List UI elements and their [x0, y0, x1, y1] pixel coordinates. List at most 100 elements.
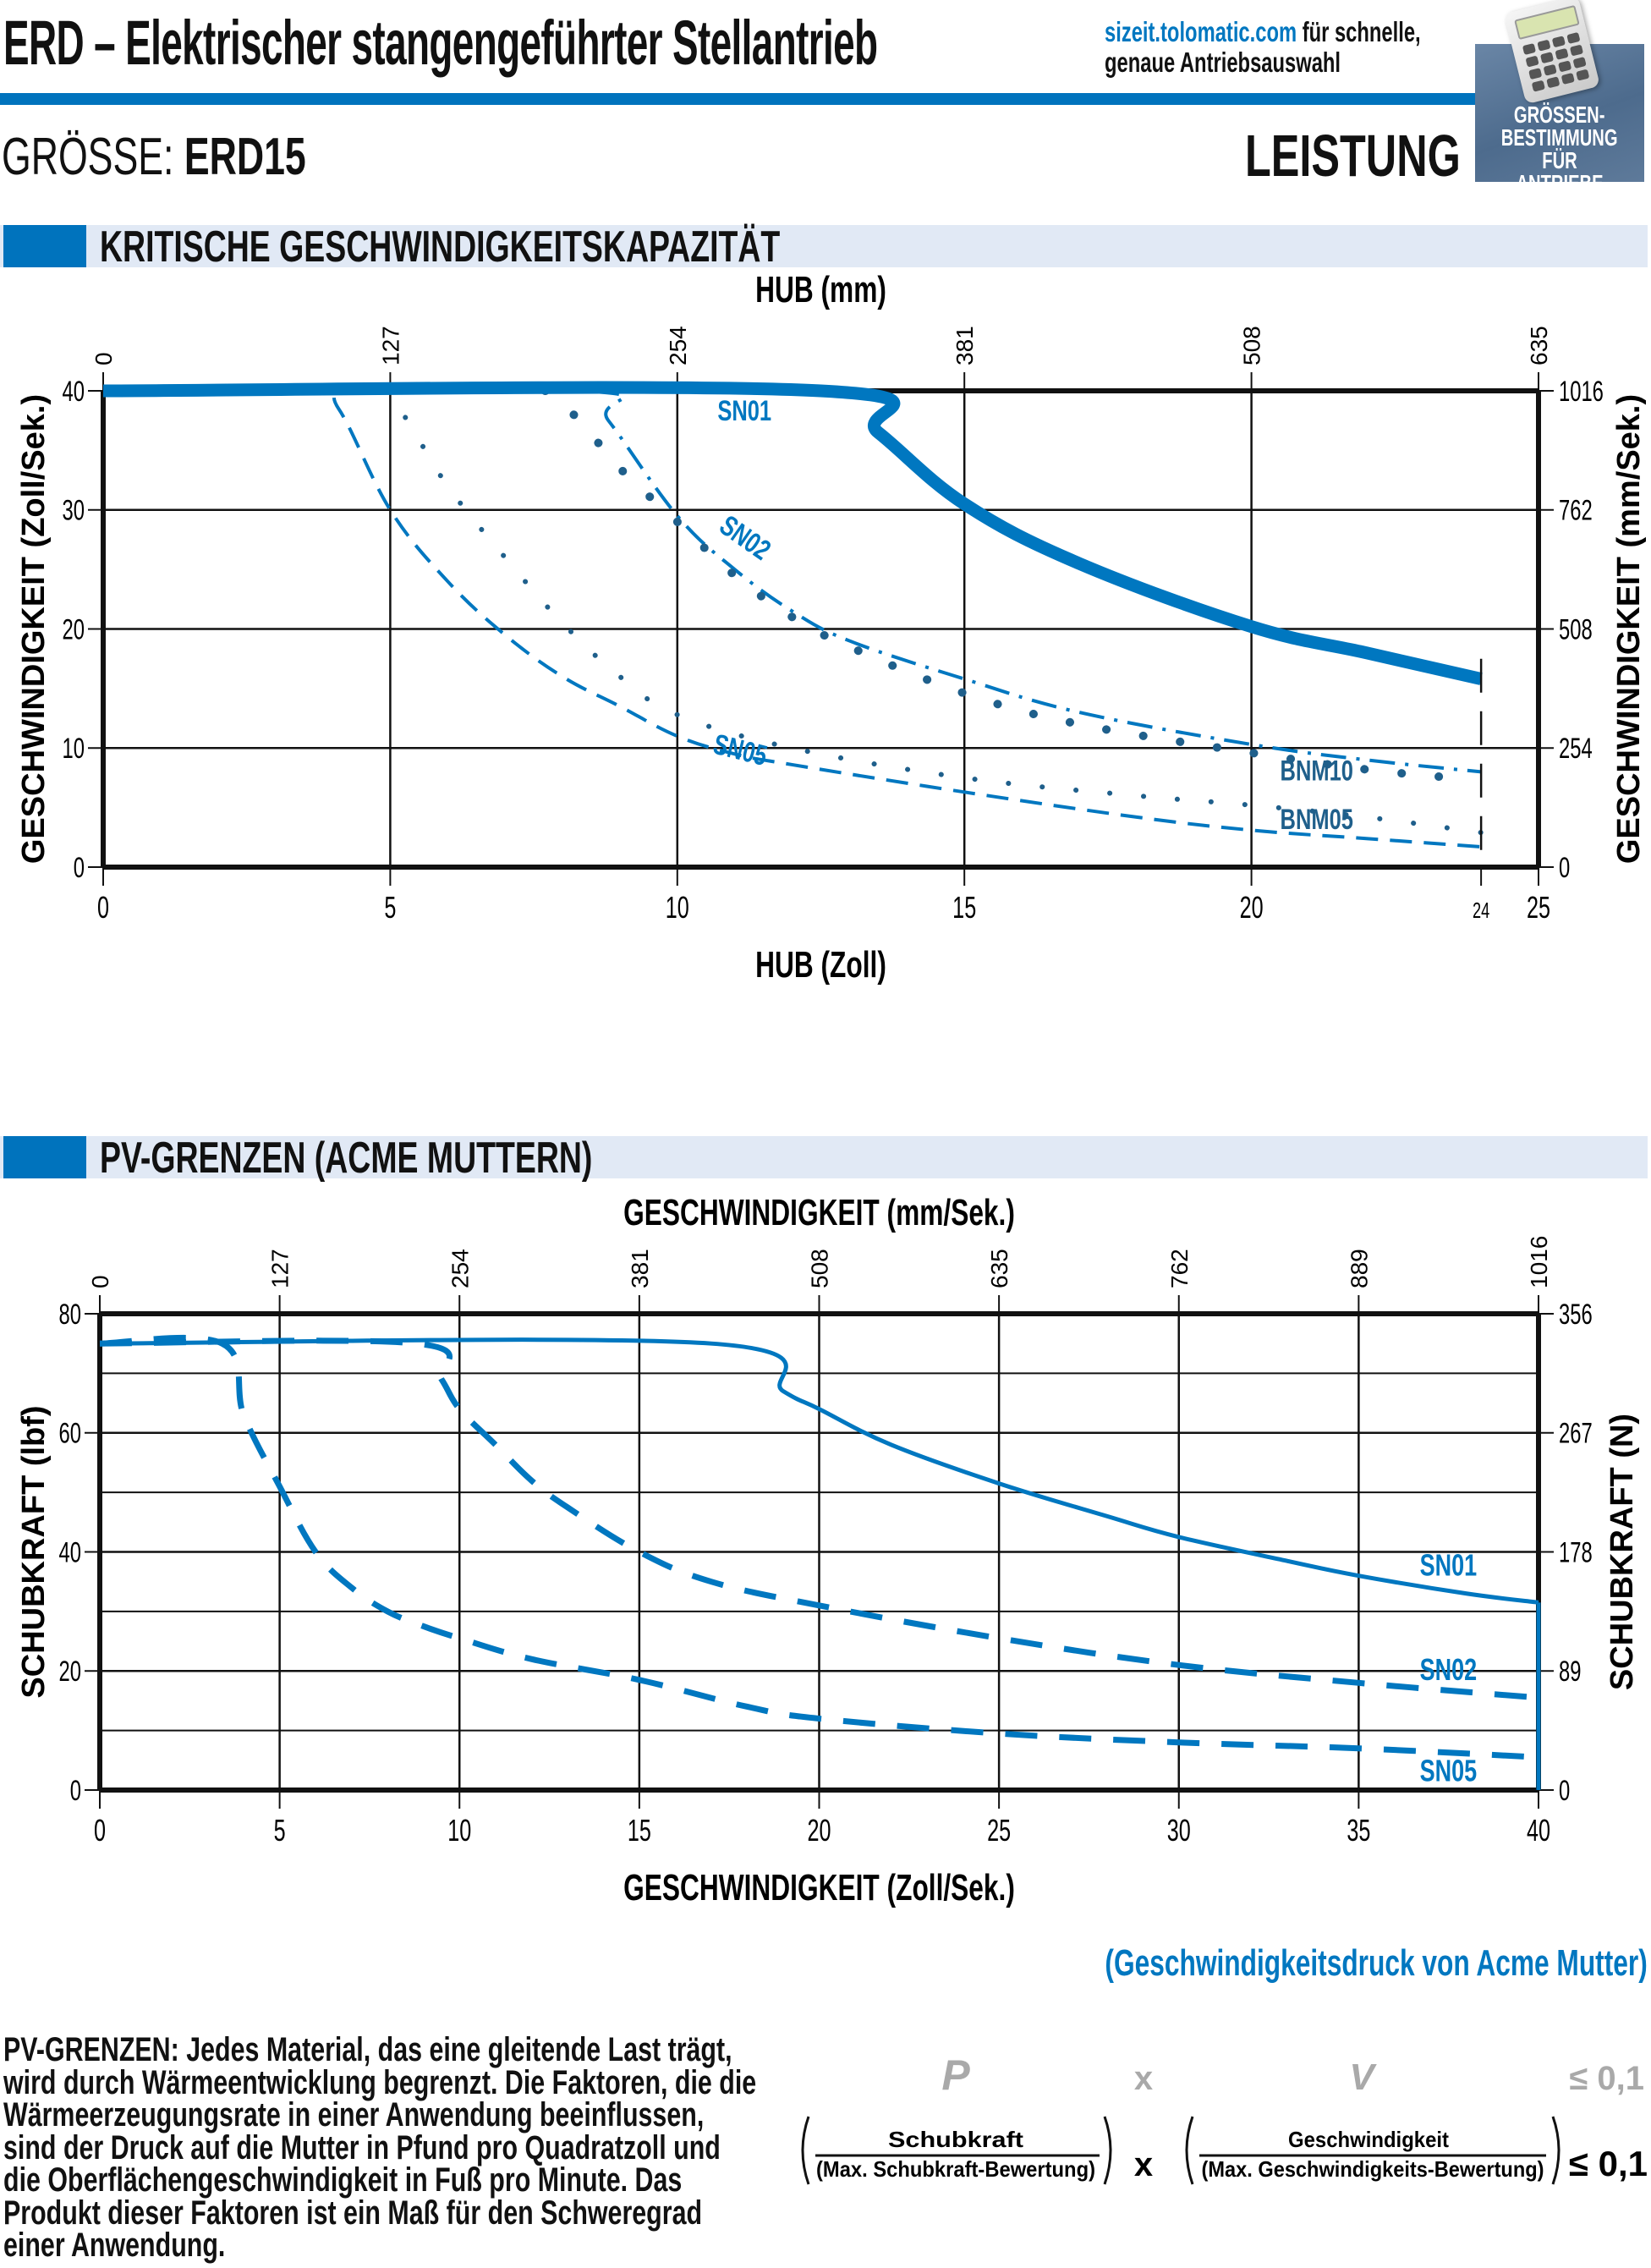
label-sn01: SN01 [717, 396, 771, 427]
y-tick-label: 0 [70, 1775, 81, 1807]
x-tick-label: 10 [447, 1814, 471, 1848]
series-sn01-line [102, 381, 1483, 685]
paren-right-2 [1551, 2116, 1560, 2185]
y-axis-title: GESCHWINDIGKEIT (Zoll/Sek.) [16, 394, 52, 864]
size-value: ERD15 [184, 128, 306, 186]
x2-tick-label: 635 [986, 1249, 1012, 1288]
formula-x-top: x [1134, 2060, 1153, 2097]
formula-limit-top: ≤ 0,1 [1569, 2060, 1644, 2097]
x-axis-title: HUB (Zoll) [755, 944, 886, 986]
badge-line-1: GRÖSSEN- [1514, 102, 1605, 128]
y-tick-label: 20 [59, 1656, 81, 1688]
x-axis-title: GESCHWINDIGKEIT (Zoll/Sek.) [623, 1867, 1015, 1908]
y-tick-label: 20 [63, 613, 85, 645]
y2-tick-label: 267 [1559, 1418, 1593, 1450]
x2-tick-label: 1016 [1526, 1236, 1552, 1288]
x2-tick-label: 254 [665, 326, 691, 365]
y2-tick-label: 0 [1559, 1775, 1570, 1807]
sizing-badge-text: GRÖSSEN- BESTIMMUNG FÜR ANTRIEBE [1475, 103, 1644, 195]
x-tick-label: 15 [952, 891, 976, 925]
x2-axis-title: HUB (mm) [755, 271, 886, 310]
y2-tick-label: 0 [1559, 852, 1570, 884]
size-label: GRÖSSE: [2, 128, 174, 186]
y-tick-label: 40 [63, 376, 85, 408]
section-header-pv-limits: PV-GRENZEN (ACME MUTTERN) [0, 1134, 1648, 1183]
x2-tick-label: 0 [87, 1275, 113, 1288]
label-bnm10: BNM10 [1281, 755, 1353, 787]
x-tick-label: 20 [1240, 891, 1264, 925]
y2-tick-label: 254 [1559, 733, 1593, 765]
formula-num-1: Schubkraft [888, 2127, 1023, 2152]
size-heading: GRÖSSE: ERD15 [2, 127, 306, 187]
x-tick-label: 15 [628, 1814, 651, 1848]
y2-tick-label: 178 [1559, 1536, 1593, 1568]
label-sn02: SN02 [714, 510, 776, 567]
x2-tick-label: 0 [91, 352, 117, 365]
label-sn05: SN05 [1420, 1754, 1477, 1788]
y2-tick-label: 508 [1559, 613, 1593, 645]
x2-tick-label: 508 [807, 1249, 833, 1288]
paren-right-1 [1103, 2116, 1112, 2185]
y2-axis-title: GESCHWINDIGKEIT (mm/Sek.) [1611, 394, 1647, 864]
x-tick-label: 20 [807, 1814, 831, 1848]
y-tick-label: 10 [63, 733, 85, 765]
x-tick-label: 10 [666, 891, 689, 925]
label-sn05: SN05 [710, 728, 771, 772]
x2-tick-label: 381 [627, 1249, 653, 1288]
section-header-critical-speed: KRITISCHE GESCHWINDIGKEITSKAPAZITÄT [0, 222, 1648, 272]
section-title: KRITISCHE GESCHWINDIGKEITSKAPAZITÄT [100, 222, 781, 272]
section-label-leistung: LEISTUNG [1245, 123, 1461, 189]
y2-tick-label: 89 [1559, 1656, 1581, 1688]
x-tick-label: 40 [1527, 1814, 1550, 1848]
x-tick-label: 0 [97, 891, 109, 925]
section-marker [3, 1136, 86, 1178]
formula-limit: ≤ 0,1 [1569, 2144, 1648, 2183]
x-tick-label: 5 [274, 1814, 286, 1848]
formula-times: x [1134, 2146, 1153, 2183]
paren-left-1 [801, 2116, 810, 2185]
x2-tick-label: 127 [377, 326, 403, 365]
series-sn02-line [99, 1337, 1539, 1701]
x2-tick-label: 762 [1166, 1249, 1193, 1288]
y-tick-label: 30 [63, 495, 85, 527]
series-bnm10-line [540, 387, 1457, 783]
section-marker [3, 225, 86, 267]
pv-description: PV-GRENZEN: Jedes Material, das eine gle… [3, 2031, 757, 2264]
y-axis-title: SCHUBKRAFT (lbf) [16, 1405, 52, 1698]
header-accent-bar [0, 93, 1478, 105]
series-sn05-line [99, 1334, 1539, 1760]
x-tick-label: 5 [384, 891, 396, 925]
y-tick-label: 0 [74, 852, 85, 884]
pv-caption: (Geschwindigkeitsdruck von Acme Mutter) [1105, 1942, 1648, 1984]
sizeit-text-2: genaue Antriebsauswahl [1105, 47, 1341, 78]
x2-axis-title: GESCHWINDIGKEIT (mm/Sek.) [623, 1192, 1015, 1233]
x2-tick-label: 635 [1526, 326, 1552, 365]
y-tick-label: 80 [59, 1299, 81, 1331]
sizing-link-text: sizeit.tolomatic.com für schnelle, genau… [1105, 17, 1421, 78]
sizeit-text-1: für schnelle, [1297, 16, 1421, 47]
x-tick-label: 25 [987, 1814, 1011, 1848]
y2-tick-label: 1016 [1559, 376, 1604, 408]
label-sn01: SN01 [1420, 1548, 1477, 1583]
x2-tick-label: 381 [952, 326, 978, 365]
x2-tick-label: 508 [1239, 326, 1265, 365]
formula-num-2: Geschwindigkeit [1288, 2127, 1449, 2152]
y-tick-label: 60 [59, 1418, 81, 1450]
y2-tick-label: 356 [1559, 1299, 1593, 1331]
sizeit-link[interactable]: sizeit.tolomatic.com [1105, 16, 1297, 47]
formula-den-2: (Max. Geschwindigkeits-Bewertung) [1202, 2156, 1544, 2182]
label-sn02: SN02 [1420, 1652, 1477, 1687]
badge-line-3: FÜR ANTRIEBE [1516, 147, 1604, 196]
badge-line-2: BESTIMMUNG [1501, 124, 1618, 151]
x2-tick-label: 889 [1346, 1249, 1372, 1288]
y2-tick-label: 762 [1559, 495, 1593, 527]
x2-tick-label: 127 [267, 1249, 293, 1288]
section-title: PV-GRENZEN (ACME MUTTERN) [100, 1134, 593, 1183]
series-sn02-line [102, 387, 1482, 774]
series-sn05-line [102, 387, 1482, 849]
pv-formula: P x V ≤ 0,1 Schubkraft (Max. Schubkraft-… [801, 2051, 1648, 2185]
label-bnm05: BNM05 [1281, 805, 1353, 836]
paren-left-2 [1185, 2116, 1194, 2185]
